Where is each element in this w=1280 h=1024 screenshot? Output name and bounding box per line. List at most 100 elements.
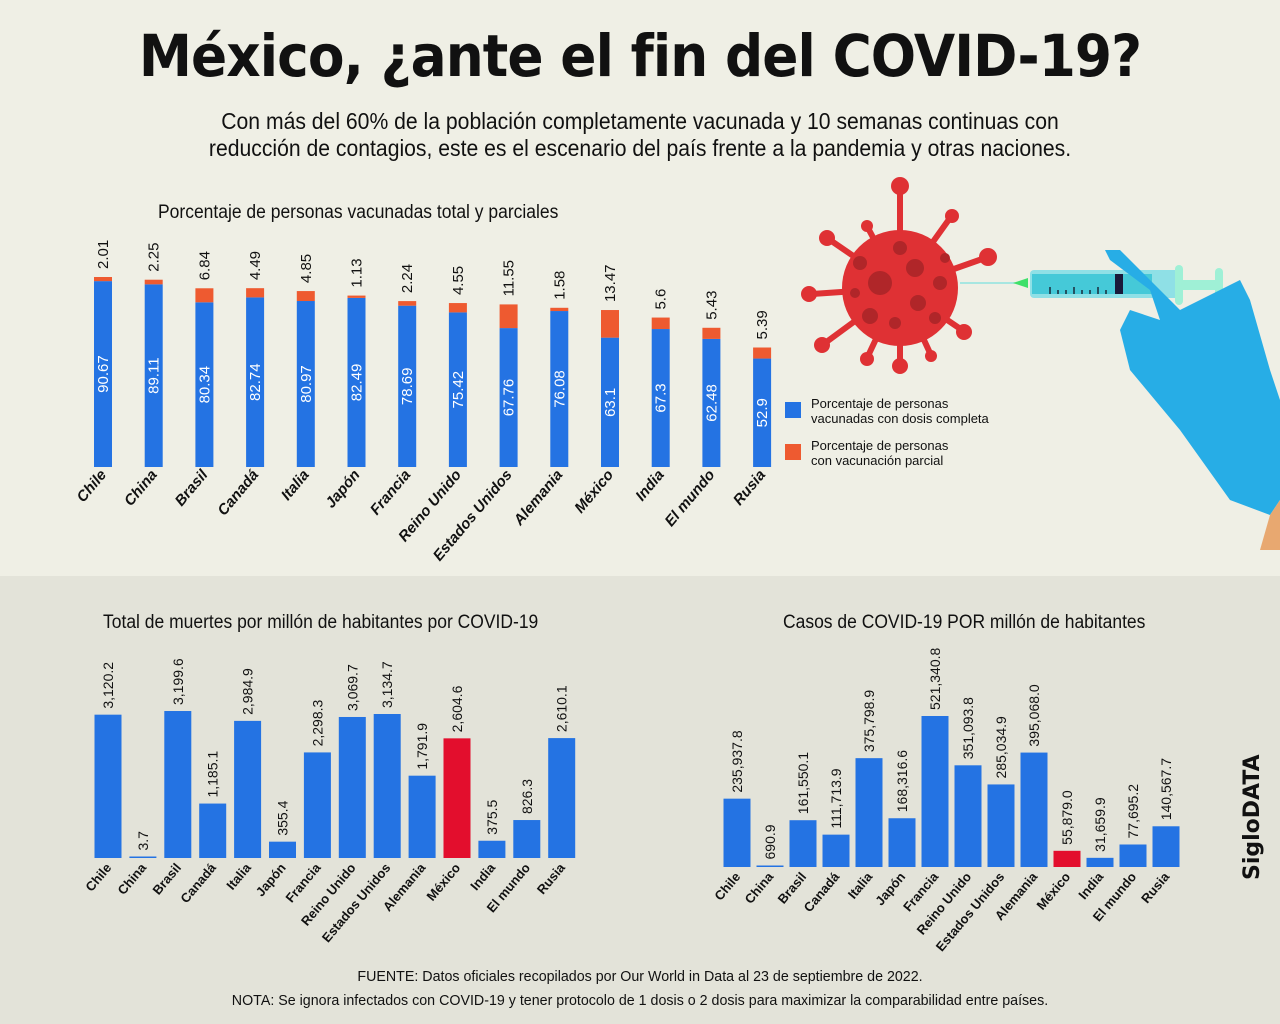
bar-partial	[246, 288, 265, 298]
legend-label-complete: Porcentaje de personas vacunadas con dos…	[811, 396, 989, 426]
bar-value-label: 690.9	[762, 824, 778, 859]
bar-partial	[296, 291, 315, 302]
bar-partial	[94, 277, 112, 282]
bar-value-label: 375.5	[484, 800, 500, 835]
category-label: México	[1033, 869, 1073, 912]
category-label: Rusia	[534, 860, 569, 897]
category-label: Canadá	[801, 869, 843, 915]
bar-complete	[448, 312, 467, 467]
bar	[855, 758, 883, 867]
bar-partial	[702, 327, 721, 339]
bar-partial-label: 13.47	[602, 264, 619, 302]
cases-chart-title: Casos de COVID-19 POR millón de habitant…	[783, 612, 1146, 633]
bar	[888, 818, 916, 867]
bar-value-label: 67.3	[653, 383, 670, 412]
bar-partial-label: 4.49	[247, 251, 264, 280]
bar	[408, 775, 436, 858]
bar	[1152, 826, 1180, 867]
category-label: China	[114, 860, 149, 898]
bar-complete	[753, 358, 772, 467]
category-label: Rusia	[730, 467, 769, 509]
bar	[373, 713, 401, 858]
bar-value-label: 140,567.7	[1158, 758, 1174, 820]
bar-partial	[753, 347, 772, 359]
bar-partial	[347, 295, 366, 298]
bar-partial-label: 1.13	[349, 258, 366, 287]
category-label: China	[121, 467, 161, 510]
legend-swatch-complete	[785, 402, 801, 418]
bar-value-label: 82.49	[349, 364, 366, 402]
bar-value-label: 2,604.6	[449, 685, 465, 732]
bar-value-label: 826.3	[519, 779, 535, 814]
bar-value-label: 77,695.2	[1125, 784, 1141, 839]
bar-value-label: 89.11	[146, 357, 163, 393]
legend-label-line: con vacunación parcial	[811, 453, 944, 468]
category-label: México	[423, 860, 463, 903]
category-label: Italia	[278, 467, 313, 504]
category-label: Italia	[223, 860, 254, 893]
syringe-icon	[960, 265, 1223, 310]
bar	[954, 765, 982, 867]
category-label: India	[632, 467, 668, 505]
bar-complete	[398, 305, 417, 467]
brand-logo: SigloDATA	[1240, 754, 1265, 880]
bar-value-label: 52.9	[754, 398, 771, 427]
page-subtitle: Con más del 60% de la población completa…	[143, 108, 1137, 162]
bar-value-label: 3,199.6	[170, 658, 186, 705]
bar-value-label: 2,298.3	[309, 699, 325, 746]
bar	[199, 803, 227, 858]
category-label: Francia	[367, 467, 414, 519]
bar-value-label: 75.42	[450, 371, 467, 409]
bar-partial-label: 2.24	[399, 264, 416, 293]
bar-value-label: 76.08	[551, 370, 568, 408]
bar	[987, 784, 1015, 867]
bar-value-label: 1,185.1	[205, 751, 221, 798]
bar-value-label: 3,120.2	[100, 662, 116, 709]
bar-partial-label: 11.55	[501, 260, 518, 296]
bar-value-label: 90.67	[95, 355, 112, 393]
category-label: Brasil	[172, 466, 212, 510]
bar-partial	[144, 279, 163, 285]
bar-value-label: 55,879.0	[1059, 790, 1075, 845]
bar-value-label: 168,316.6	[894, 750, 910, 812]
bar-value-label: 351,093.8	[960, 697, 976, 759]
bar-value-label: 285,034.9	[993, 716, 1009, 778]
bar-partial	[550, 307, 569, 312]
subtitle-line-1: Con más del 60% de la población completa…	[221, 108, 1059, 134]
vaccination-legend: Porcentaje de personas vacunadas con dos…	[785, 396, 989, 480]
legend-item-partial: Porcentaje de personas con vacunación pa…	[785, 438, 989, 468]
bar-partial	[195, 288, 214, 303]
bar-value-label: 67.76	[501, 379, 518, 417]
category-label: Japón	[322, 467, 363, 512]
category-label: Brasil	[149, 860, 184, 897]
bar-value-label: 355.4	[275, 800, 291, 835]
category-label: Canadá	[214, 467, 262, 519]
category-label: Chile	[82, 860, 114, 894]
bar-partial	[448, 303, 467, 313]
bar	[921, 716, 949, 867]
legend-swatch-partial	[785, 444, 801, 460]
bar	[94, 714, 122, 858]
bar-partial	[398, 301, 417, 306]
bar-value-label: 111,713.9	[828, 768, 844, 828]
bar-value-label: 3,069.7	[344, 664, 360, 711]
category-label: Canadá	[177, 860, 219, 906]
bar-value-label: 80.97	[298, 365, 315, 403]
category-label: México	[571, 467, 617, 517]
virus-icon	[801, 177, 997, 374]
bar-value-label: 2,984.9	[240, 668, 256, 715]
bar-complete	[499, 328, 518, 467]
legend-label-line: Porcentaje de personas	[811, 396, 949, 411]
bar-value-label: 1,791.9	[414, 723, 430, 770]
bar-complete	[195, 302, 214, 467]
bar-value-label: 2,610.1	[554, 685, 570, 732]
bar	[234, 720, 262, 858]
bar-value-label: 3.7	[135, 831, 151, 851]
bar-value-label: 62.48	[703, 384, 720, 422]
category-label: Chile	[73, 467, 110, 506]
bar	[822, 834, 850, 867]
bar-complete	[144, 284, 163, 467]
bar-partial-label: 5.39	[754, 310, 771, 339]
deaths-chart: 3,120.2 Chile 3.7 China 3,199.6 Brasil 1,185.1…	[82, 658, 576, 945]
bar-complete	[702, 338, 721, 467]
